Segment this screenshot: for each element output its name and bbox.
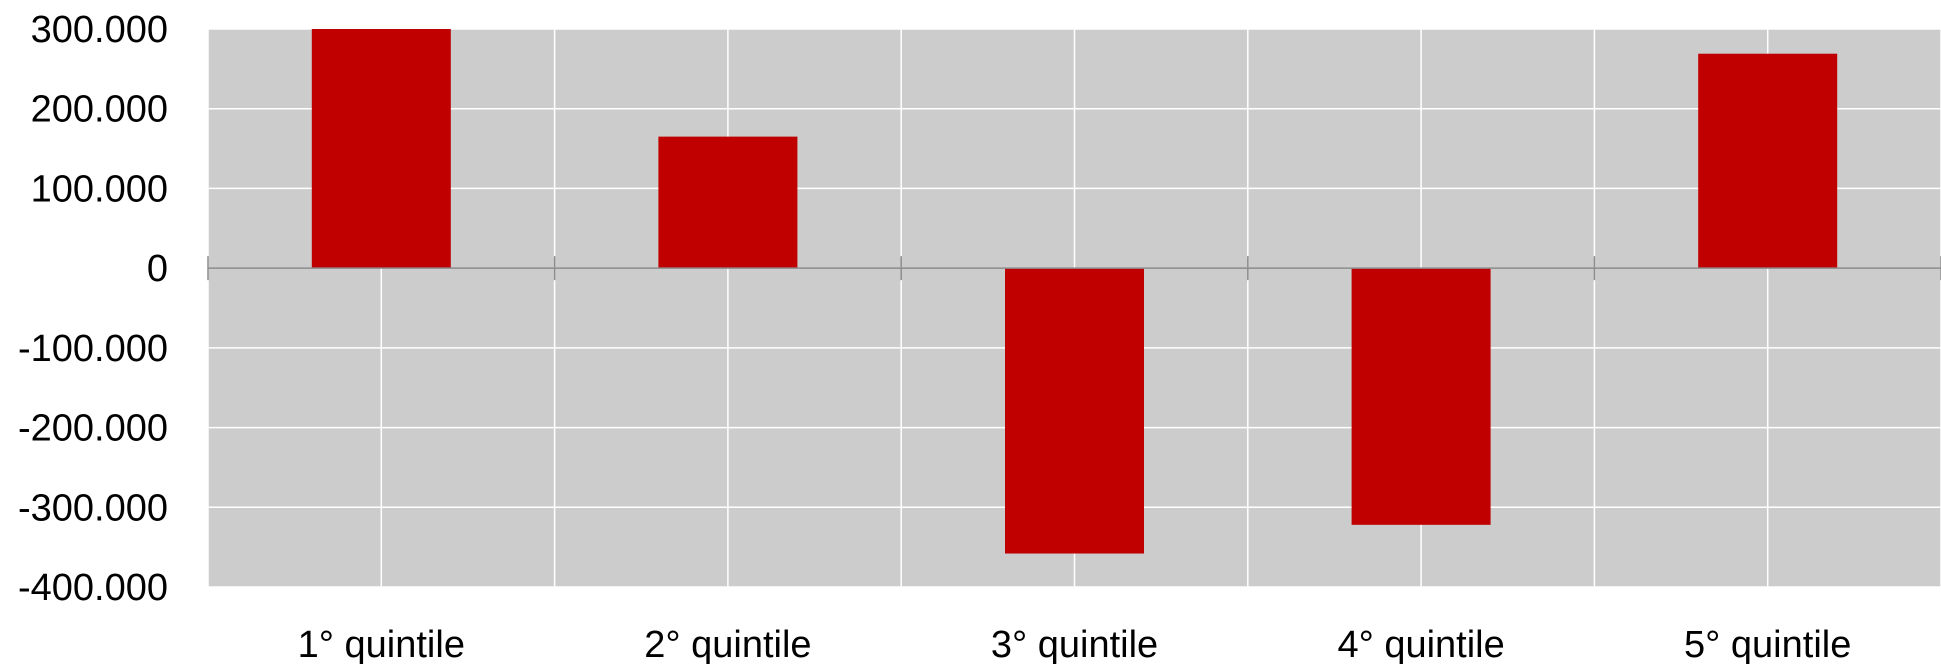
x-tick-label: 3° quintile xyxy=(991,624,1158,664)
x-tick-label: 1° quintile xyxy=(298,624,465,664)
bar-2 xyxy=(658,136,798,269)
y-tick-labels: 300.000 200.000 100.000 0 -100.000 -200.000 -3… xyxy=(18,9,168,609)
y-tick-label: 0 xyxy=(147,248,168,290)
zero-axis xyxy=(207,256,1941,281)
y-tick-label: 200.000 xyxy=(31,89,168,131)
y-tick-label: 300.000 xyxy=(31,9,168,51)
bars xyxy=(311,29,1838,554)
x-tick-label: 4° quintile xyxy=(1337,624,1504,664)
bar-3 xyxy=(1005,268,1144,554)
bar-4 xyxy=(1351,268,1491,525)
x-tick-label: 5° quintile xyxy=(1684,624,1851,664)
y-tick-label: -400.000 xyxy=(18,567,168,609)
y-tick-label: 100.000 xyxy=(31,168,168,210)
y-tick-label: -300.000 xyxy=(18,487,168,529)
x-tick-label: 2° quintile xyxy=(644,624,811,664)
y-tick-label: -200.000 xyxy=(18,408,168,450)
bar-5 xyxy=(1698,53,1838,269)
bar-1 xyxy=(311,29,451,269)
y-tick-label: -100.000 xyxy=(18,328,168,370)
x-tick-labels: 1° quintile 2° quintile 3° quintile 4° quin… xyxy=(298,624,1852,666)
